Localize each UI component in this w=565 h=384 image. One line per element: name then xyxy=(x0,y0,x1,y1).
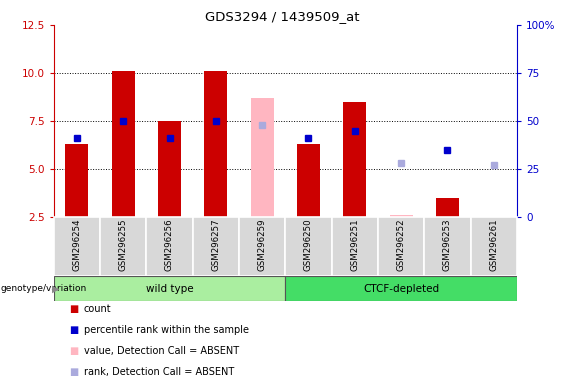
Bar xyxy=(250,98,273,217)
Bar xyxy=(285,217,332,276)
Text: rank, Detection Call = ABSENT: rank, Detection Call = ABSENT xyxy=(84,367,234,377)
Text: GSM296252: GSM296252 xyxy=(397,219,406,271)
Bar xyxy=(239,217,285,276)
Bar xyxy=(193,217,239,276)
Text: ▶: ▶ xyxy=(52,284,59,294)
Text: CTCF-depleted: CTCF-depleted xyxy=(363,284,439,294)
Bar xyxy=(146,217,193,276)
Bar xyxy=(205,71,227,217)
Text: GSM296257: GSM296257 xyxy=(211,219,220,271)
Text: GDS3294 / 1439509_at: GDS3294 / 1439509_at xyxy=(205,10,360,23)
Bar xyxy=(65,144,88,217)
Text: GSM296256: GSM296256 xyxy=(165,219,174,271)
Text: value, Detection Call = ABSENT: value, Detection Call = ABSENT xyxy=(84,346,239,356)
Bar xyxy=(285,276,517,301)
Bar xyxy=(436,198,459,217)
Bar xyxy=(471,217,517,276)
Bar xyxy=(158,121,181,217)
Text: GSM296251: GSM296251 xyxy=(350,219,359,271)
Bar xyxy=(390,215,412,217)
Bar xyxy=(54,217,100,276)
Text: GSM296253: GSM296253 xyxy=(443,219,452,271)
Text: genotype/variation: genotype/variation xyxy=(1,285,87,293)
Bar xyxy=(100,217,146,276)
Bar xyxy=(297,144,320,217)
Bar xyxy=(378,217,424,276)
Text: GSM296259: GSM296259 xyxy=(258,219,267,271)
Bar xyxy=(344,102,367,217)
Bar xyxy=(424,217,471,276)
Text: count: count xyxy=(84,304,111,314)
Text: percentile rank within the sample: percentile rank within the sample xyxy=(84,325,249,335)
Text: GSM296261: GSM296261 xyxy=(489,219,498,271)
Text: ■: ■ xyxy=(69,346,78,356)
Text: wild type: wild type xyxy=(146,284,193,294)
Text: GSM296250: GSM296250 xyxy=(304,219,313,271)
Text: GSM296254: GSM296254 xyxy=(72,219,81,271)
Bar xyxy=(54,276,285,301)
Bar xyxy=(111,71,134,217)
Bar xyxy=(332,217,378,276)
Text: ■: ■ xyxy=(69,367,78,377)
Text: ■: ■ xyxy=(69,304,78,314)
Text: GSM296255: GSM296255 xyxy=(119,219,128,271)
Text: ■: ■ xyxy=(69,325,78,335)
